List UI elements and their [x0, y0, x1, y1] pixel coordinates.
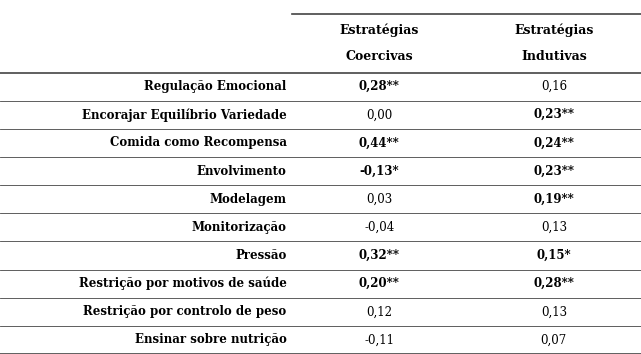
- Text: 0,07: 0,07: [541, 333, 567, 347]
- Text: Pressão: Pressão: [235, 249, 287, 262]
- Text: 0,13: 0,13: [541, 305, 567, 318]
- Text: 0,19**: 0,19**: [533, 193, 574, 206]
- Text: 0,23**: 0,23**: [533, 165, 574, 178]
- Text: -0,04: -0,04: [364, 221, 394, 234]
- Text: Comida como Recompensa: Comida como Recompensa: [110, 136, 287, 149]
- Text: 0,15*: 0,15*: [537, 249, 571, 262]
- Text: 0,28**: 0,28**: [359, 80, 399, 93]
- Text: Monitorização: Monitorização: [192, 221, 287, 234]
- Text: Estratégias: Estratégias: [340, 23, 419, 37]
- Text: 0,24**: 0,24**: [533, 136, 574, 149]
- Text: Indutivas: Indutivas: [521, 50, 587, 63]
- Text: Restrição por controlo de peso: Restrição por controlo de peso: [83, 305, 287, 318]
- Text: -0,11: -0,11: [364, 333, 394, 347]
- Text: Estratégias: Estratégias: [514, 23, 594, 37]
- Text: Envolvimento: Envolvimento: [197, 165, 287, 178]
- Text: Ensinar sobre nutrição: Ensinar sobre nutrição: [135, 333, 287, 347]
- Text: 0,44**: 0,44**: [359, 136, 399, 149]
- Text: Restrição por motivos de saúde: Restrição por motivos de saúde: [79, 277, 287, 290]
- Text: 0,32**: 0,32**: [359, 249, 399, 262]
- Text: 0,28**: 0,28**: [533, 277, 574, 290]
- Text: Encorajar Equilíbrio Variedade: Encorajar Equilíbrio Variedade: [82, 108, 287, 121]
- Text: Modelagem: Modelagem: [210, 193, 287, 206]
- Text: 0,12: 0,12: [366, 305, 392, 318]
- Text: Regulação Emocional: Regulação Emocional: [144, 80, 287, 93]
- Text: 0,00: 0,00: [366, 108, 392, 121]
- Text: 0,03: 0,03: [366, 193, 392, 206]
- Text: 0,13: 0,13: [541, 221, 567, 234]
- Text: 0,23**: 0,23**: [533, 108, 574, 121]
- Text: 0,16: 0,16: [541, 80, 567, 93]
- Text: Coercivas: Coercivas: [345, 50, 413, 63]
- Text: -0,13*: -0,13*: [360, 165, 399, 178]
- Text: 0,20**: 0,20**: [359, 277, 399, 290]
